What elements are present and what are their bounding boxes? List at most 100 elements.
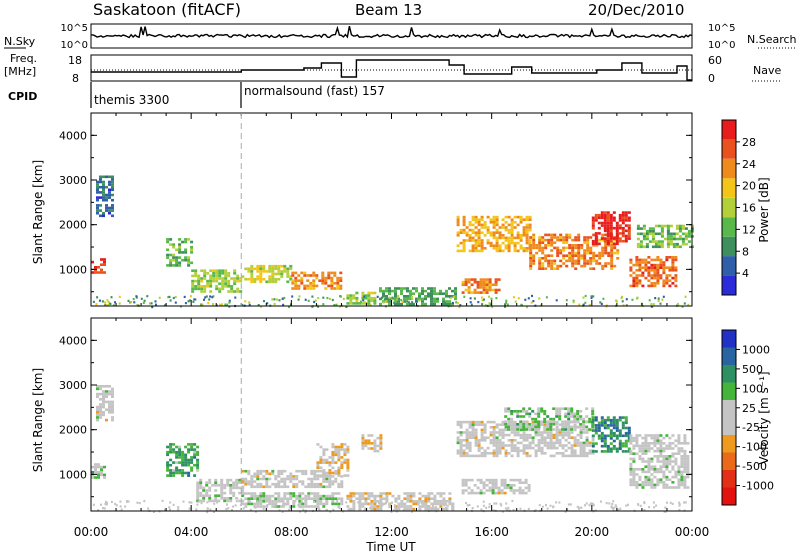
echo-cell bbox=[489, 231, 493, 234]
echo-cell bbox=[500, 484, 504, 487]
echo-cell bbox=[271, 502, 275, 506]
echo-cell bbox=[391, 297, 394, 301]
echo-cell bbox=[97, 271, 100, 274]
echo-cell bbox=[465, 436, 469, 439]
echo-cell bbox=[609, 226, 613, 230]
echo-cell bbox=[309, 274, 313, 277]
echo-cell bbox=[406, 289, 409, 293]
echo-cell bbox=[635, 486, 639, 489]
echo-cell bbox=[103, 476, 106, 479]
echo-cell bbox=[564, 431, 568, 434]
echo-cell bbox=[657, 297, 660, 300]
echo-cell bbox=[522, 407, 526, 410]
echo-cell bbox=[430, 289, 433, 293]
echo-cell bbox=[507, 407, 511, 410]
echo-cell bbox=[522, 423, 526, 426]
echo-cell bbox=[570, 425, 574, 429]
echo-cell bbox=[583, 504, 586, 507]
echo-cell bbox=[573, 420, 577, 423]
echo-cell bbox=[94, 266, 97, 269]
echo-cell bbox=[430, 302, 433, 306]
echo-cell bbox=[549, 454, 553, 458]
echo-cell bbox=[292, 500, 296, 503]
echo-cell bbox=[238, 478, 242, 482]
echo-cell bbox=[571, 264, 575, 268]
echo-cell bbox=[546, 444, 550, 447]
echo-cell bbox=[370, 442, 374, 445]
echo-cell bbox=[211, 499, 215, 503]
echo-cell bbox=[373, 439, 377, 442]
echo-cell bbox=[108, 392, 111, 396]
echo-cell bbox=[636, 245, 640, 249]
echo-cell bbox=[659, 276, 663, 280]
echo-cell bbox=[486, 231, 490, 234]
echo-cell bbox=[313, 300, 316, 304]
echo-cell bbox=[184, 445, 188, 449]
echo-cell bbox=[668, 447, 672, 450]
echo-cell bbox=[632, 481, 636, 484]
echo-cell bbox=[409, 289, 412, 293]
echo-cell bbox=[576, 441, 580, 445]
echo-cell bbox=[172, 443, 176, 446]
echo-cell bbox=[606, 232, 610, 235]
echo-cell bbox=[594, 213, 598, 217]
echo-cell bbox=[94, 476, 97, 479]
echo-cell bbox=[349, 500, 353, 503]
echo-cell bbox=[215, 287, 219, 291]
echo-cell bbox=[627, 431, 631, 435]
echo-cell bbox=[513, 428, 517, 431]
echo-cell bbox=[367, 294, 371, 297]
echo-cell bbox=[352, 502, 356, 506]
echo-cell bbox=[322, 450, 326, 454]
echo-cell bbox=[480, 439, 484, 442]
echo-cell bbox=[686, 486, 690, 489]
echo-cell bbox=[513, 247, 517, 250]
echo-cell bbox=[403, 502, 407, 506]
echo-cell bbox=[638, 258, 642, 262]
echo-cell bbox=[506, 486, 510, 490]
echo-cell bbox=[178, 450, 182, 454]
echo-cell bbox=[130, 301, 133, 304]
echo-cell bbox=[522, 446, 526, 450]
echo-cell bbox=[537, 420, 541, 423]
echo-cell bbox=[433, 292, 436, 295]
echo-cell bbox=[559, 251, 563, 255]
echo-cell bbox=[571, 251, 575, 255]
echo-cell bbox=[562, 257, 566, 260]
echo-cell bbox=[158, 296, 161, 299]
echo-cell bbox=[211, 484, 215, 487]
echo-cell bbox=[603, 239, 607, 243]
echo-cell bbox=[486, 239, 490, 242]
echo-cell bbox=[336, 284, 340, 288]
echo-cell bbox=[169, 253, 173, 257]
echo-cell bbox=[456, 302, 459, 305]
echo-cell bbox=[465, 226, 469, 229]
echo-cell bbox=[273, 298, 276, 301]
echo-cell bbox=[193, 456, 197, 459]
nave-tick-0: 0 bbox=[708, 72, 715, 85]
echo-cell bbox=[546, 431, 550, 434]
echo-cell bbox=[175, 469, 179, 472]
echo-cell bbox=[430, 300, 433, 303]
colorbar-segment bbox=[722, 417, 736, 435]
echo-cell bbox=[100, 471, 103, 474]
echo-cell bbox=[361, 505, 365, 508]
echo-cell bbox=[635, 276, 639, 280]
echo-cell bbox=[483, 428, 487, 432]
echo-cell bbox=[187, 238, 191, 241]
echo-cell bbox=[226, 484, 230, 487]
echo-cell bbox=[597, 221, 601, 225]
echo-cell bbox=[324, 282, 328, 285]
echo-cell bbox=[608, 502, 611, 505]
echo-cell bbox=[459, 423, 463, 426]
echo-cell bbox=[610, 249, 614, 252]
echo-cell bbox=[325, 497, 329, 500]
echo-cell bbox=[497, 486, 501, 490]
echo-cell bbox=[325, 485, 329, 489]
echo-cell bbox=[338, 507, 341, 510]
colorbar-segment bbox=[722, 365, 736, 383]
echo-cell bbox=[653, 436, 657, 440]
echo-cell bbox=[513, 215, 517, 219]
echo-cell bbox=[345, 501, 348, 504]
echo-cell bbox=[241, 469, 245, 473]
